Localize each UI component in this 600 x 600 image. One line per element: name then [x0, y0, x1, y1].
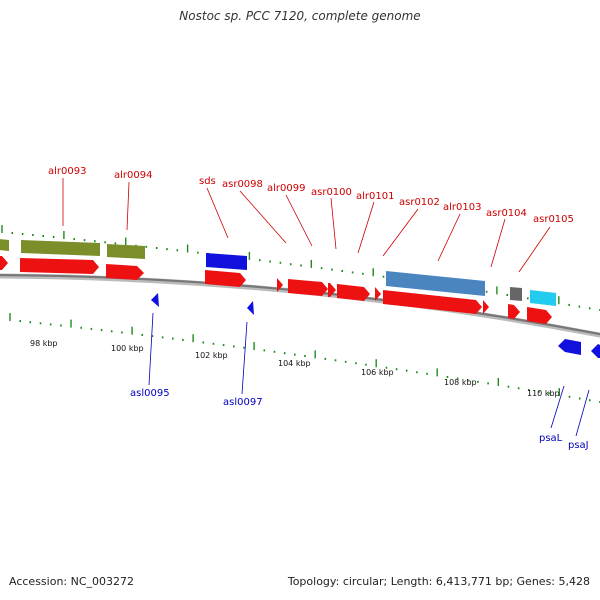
forward-strand-genes	[0, 256, 552, 324]
gene-alr0101-arrow[interactable]	[337, 284, 370, 301]
label-leader-lines	[62, 178, 590, 437]
accession-footer: Accession: NC_003272	[9, 575, 135, 588]
label-alr0101[interactable]: alr0101	[356, 191, 394, 202]
scale-label-108kbp: 108 kbp	[444, 378, 477, 387]
gene-sds-feature[interactable]	[206, 253, 247, 270]
gene-asl0097-arrow[interactable]	[247, 301, 254, 315]
label-alr0103[interactable]: alr0103	[443, 202, 481, 213]
label-alr0099[interactable]: alr0099	[267, 183, 305, 194]
gene-asr0100-arrow[interactable]	[328, 283, 336, 297]
gene-labels: alr0093 alr0094 sds asr0098 alr0099 asr0…	[48, 166, 589, 451]
scale-label-106kbp: 106 kbp	[361, 368, 394, 377]
reverse-strand-genes	[151, 293, 600, 358]
gene-alr0103-arrow[interactable]	[383, 290, 482, 314]
scale-label-102kbp: 102 kbp	[195, 351, 228, 360]
lower-tick-row	[9, 313, 600, 403]
label-asr0105[interactable]: asr0105	[533, 214, 574, 225]
scale-label-110kbp: 110 kbp	[527, 389, 560, 398]
label-alr0094[interactable]: alr0094	[114, 170, 152, 181]
gene-asr0104-feature[interactable]	[510, 287, 522, 301]
gene-asr0105-feature[interactable]	[530, 290, 556, 306]
label-psaL[interactable]: psaL	[539, 433, 563, 444]
gene-asr0102-arrow[interactable]	[375, 287, 381, 301]
gene-alr0093-feature[interactable]	[21, 240, 100, 256]
label-asr0100[interactable]: asr0100	[311, 187, 352, 198]
gene-alr0094-feature[interactable]	[107, 244, 145, 259]
gene-alr0099-arrow[interactable]	[288, 279, 328, 296]
gene-alr0103-feature[interactable]	[386, 271, 485, 296]
scale-label-100kbp: 100 kbp	[111, 344, 144, 353]
gene-sds-arrow[interactable]	[205, 270, 246, 287]
gene-asr0104-arrow[interactable]	[508, 304, 520, 319]
label-asl0095[interactable]: asl0095	[130, 388, 170, 399]
scale-labels: 98 kbp 100 kbp 102 kbp 104 kbp 106 kbp 1…	[30, 339, 560, 398]
gene-left-edge-arrow[interactable]	[0, 256, 8, 270]
gene-alr0094-arrow[interactable]	[106, 264, 144, 280]
scale-label-104kbp: 104 kbp	[278, 359, 311, 368]
label-psaJ[interactable]: psaJ	[568, 440, 589, 451]
label-asr0098[interactable]: asr0098	[222, 179, 263, 190]
gene-asl0095-arrow[interactable]	[151, 293, 159, 307]
genome-summary-footer: Topology: circular; Length: 6,413,771 bp…	[287, 575, 590, 588]
label-asr0104[interactable]: asr0104	[486, 208, 527, 219]
gene-olive-left-edge[interactable]	[0, 239, 9, 251]
page-title: Nostoc sp. PCC 7120, complete genome	[179, 9, 421, 23]
upper-feature-track	[0, 239, 556, 306]
scale-label-98kbp: 98 kbp	[30, 339, 58, 348]
label-sds[interactable]: sds	[199, 176, 216, 187]
gene-psaL-arrow[interactable]	[558, 339, 581, 355]
label-asl0097[interactable]: asl0097	[223, 397, 263, 408]
gene-alr0103b-arrow[interactable]	[483, 300, 489, 314]
gene-asr0105-arrow[interactable]	[527, 307, 552, 324]
gene-alr0093-arrow[interactable]	[20, 258, 99, 274]
gene-asr0098-arrow[interactable]	[277, 278, 283, 292]
gene-psaJ-arrow[interactable]	[591, 344, 600, 358]
label-alr0093[interactable]: alr0093	[48, 166, 86, 177]
label-asr0102[interactable]: asr0102	[399, 197, 440, 208]
